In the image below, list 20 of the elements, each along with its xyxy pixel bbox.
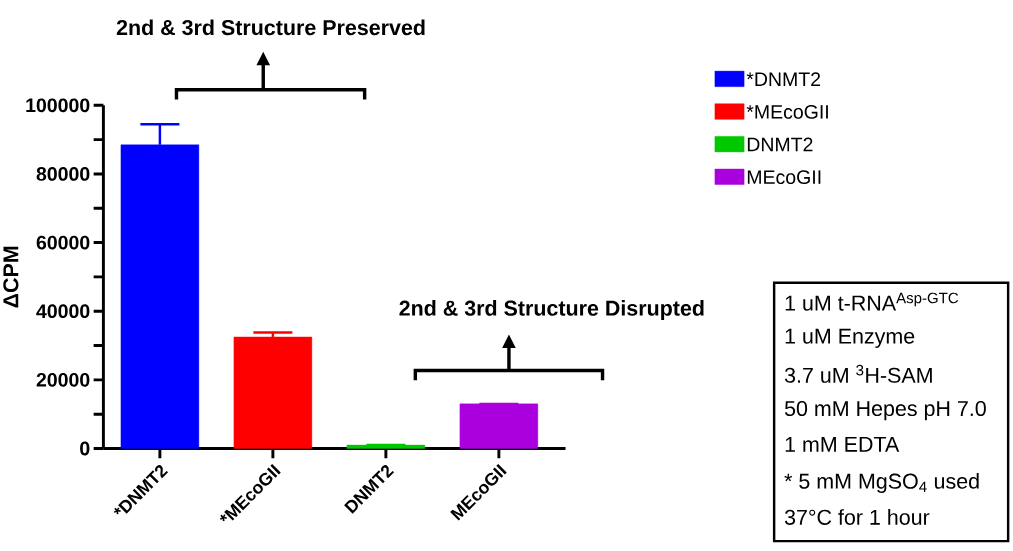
- legend-label: *MEcoGII: [746, 105, 828, 119]
- y-tick-label: 40000: [36, 304, 90, 319]
- legend-label: DNMT2: [747, 137, 813, 152]
- text: 1 uM Enzyme: [785, 328, 915, 349]
- y-tick-label: 0: [80, 441, 90, 456]
- text: 1 uM t-RNA$^{Asp-GTC}$: [785, 292, 959, 311]
- y-tick-label: 80000: [36, 167, 90, 181]
- text: 37°C for 1 hour: [784, 509, 930, 525]
- text: 3.7 uM $^{3}$H-SAM: [784, 364, 932, 383]
- text: 2nd & 3rd Structure Preserved: [116, 19, 425, 36]
- annotation: 2nd & 3rd Structure Disrupted: [399, 300, 704, 321]
- y-tick-label: 60000: [36, 235, 90, 250]
- text: 1 mM EDTA: [785, 437, 900, 452]
- legend-label: MEcoGII: [747, 170, 821, 185]
- legend-label: *DNMT2: [746, 72, 821, 86]
- y-axis-title: ΔCPM: [3, 246, 19, 308]
- y-tick-label: 100000: [26, 98, 90, 113]
- text: * 5 mM MgSO$_{4}$ used: [784, 473, 979, 494]
- text: 50 mM Hepes pH 7.0: [784, 400, 986, 421]
- y-tick-label: 20000: [36, 373, 90, 387]
